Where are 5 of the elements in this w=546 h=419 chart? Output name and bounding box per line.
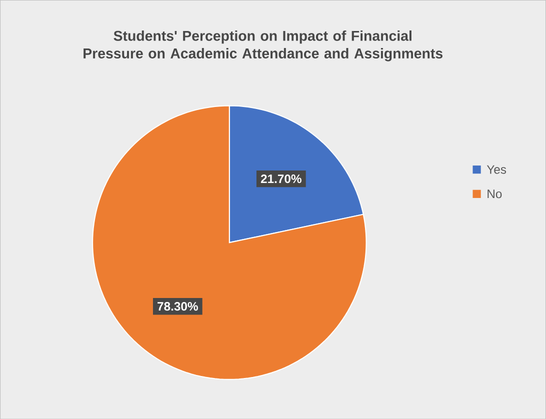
legend-label: Yes [486, 165, 506, 174]
data-label: 21.70% [260, 174, 302, 183]
data-label: 78.30% [158, 302, 198, 311]
legend-label: No [488, 190, 502, 198]
chart-title: Students' Perception on Impact of Financial Pressure on Academic Attendance and Assignments [84, 30, 442, 62]
